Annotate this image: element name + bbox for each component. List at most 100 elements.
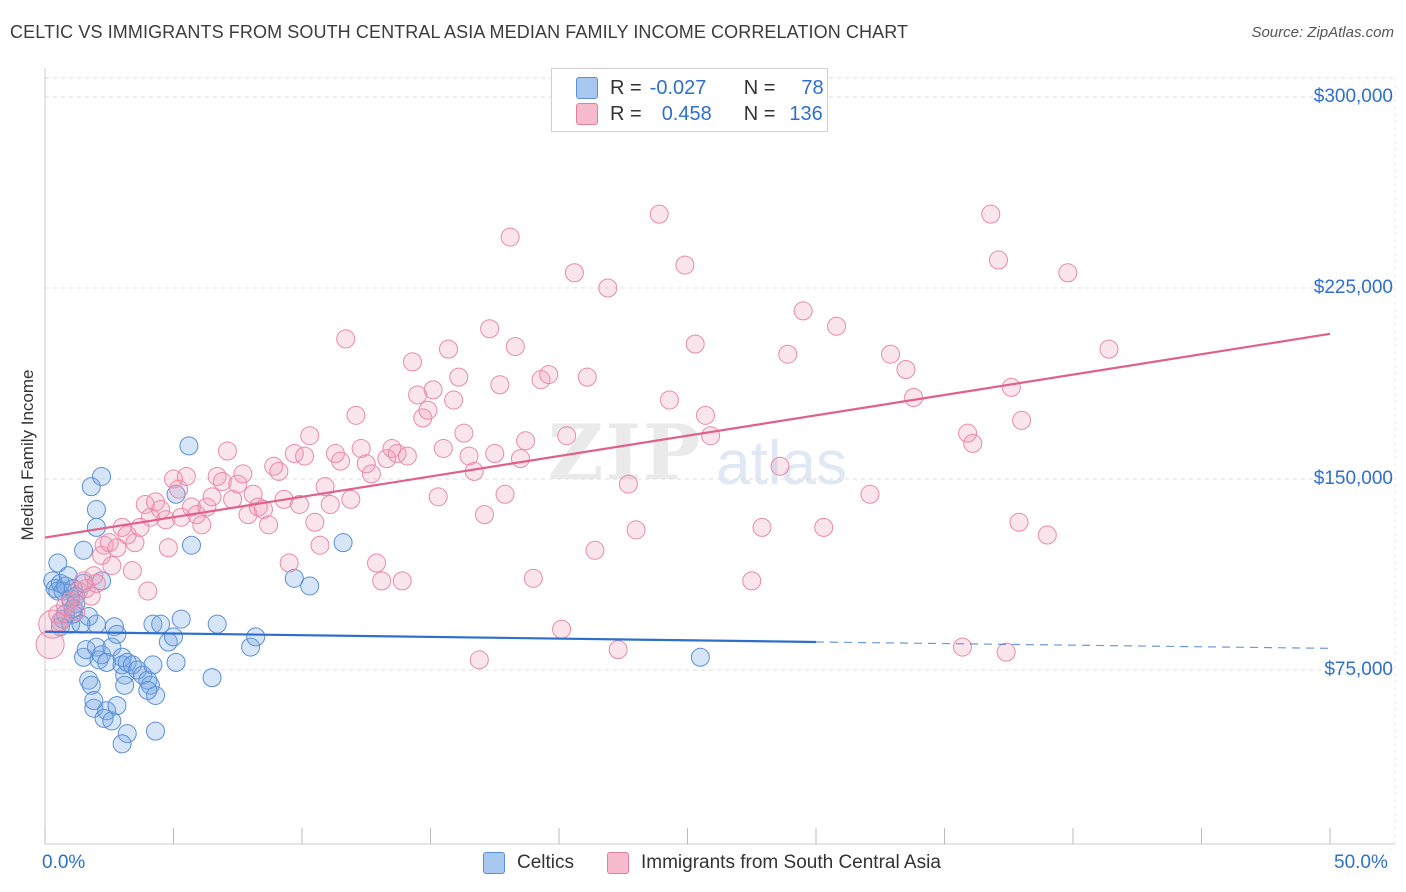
point-celtics	[107, 696, 127, 716]
point-celtics	[94, 708, 114, 728]
point-south-central-asia	[418, 400, 438, 420]
point-celtics	[146, 721, 166, 741]
point-celtics	[112, 655, 132, 675]
legend-swatch-blue	[576, 77, 598, 99]
point-celtics	[166, 484, 186, 504]
point-celtics	[122, 655, 142, 675]
point-celtics	[43, 571, 63, 591]
watermark-zip: ZIP	[548, 408, 703, 497]
point-south-central-asia	[56, 596, 76, 616]
point-south-central-asia	[577, 367, 597, 387]
point-celtics	[171, 609, 191, 629]
point-south-central-asia	[61, 591, 81, 611]
point-south-central-asia	[474, 505, 494, 525]
point-celtics	[207, 614, 227, 634]
point-south-central-asia	[485, 444, 505, 464]
point-south-central-asia	[490, 375, 510, 395]
y-tick-label: $75,000	[1324, 659, 1393, 680]
point-celtics	[63, 599, 83, 619]
point-celtics	[128, 660, 148, 680]
point-south-central-asia	[904, 388, 924, 408]
point-south-central-asia	[243, 484, 263, 504]
point-south-central-asia	[372, 571, 392, 591]
point-south-central-asia	[86, 573, 106, 593]
point-celtics	[104, 617, 124, 637]
source-credit: Source: ZipAtlas.com	[1251, 24, 1394, 41]
trend-line-south-central-asia	[44, 332, 1331, 539]
point-celtics	[107, 624, 127, 644]
point-south-central-asia	[367, 553, 387, 573]
point-south-central-asia	[382, 438, 402, 458]
point-south-central-asia	[361, 464, 381, 484]
point-south-central-asia	[827, 316, 847, 336]
point-south-central-asia	[1099, 339, 1119, 359]
point-celtics	[284, 568, 304, 588]
watermark-atlas: atlas	[716, 428, 847, 499]
point-south-central-asia	[552, 619, 572, 639]
point-celtics	[138, 680, 158, 700]
point-south-central-asia	[269, 461, 289, 481]
point-south-central-asia	[480, 319, 500, 339]
point-south-central-asia	[207, 466, 227, 486]
point-south-central-asia	[598, 278, 618, 298]
point-south-central-asia	[122, 561, 142, 581]
point-south-central-asia	[102, 556, 122, 576]
point-south-central-asia	[84, 566, 104, 586]
point-south-central-asia	[68, 581, 88, 601]
point-south-central-asia	[952, 637, 972, 657]
point-south-central-asia	[192, 515, 212, 535]
point-south-central-asia	[564, 263, 584, 283]
point-south-central-asia	[289, 494, 309, 514]
point-celtics	[92, 466, 112, 486]
point-south-central-asia	[649, 204, 669, 224]
point-south-central-asia	[742, 571, 762, 591]
point-celtics	[79, 607, 99, 627]
point-south-central-asia	[618, 474, 638, 494]
gridlines	[45, 77, 1396, 844]
point-south-central-asia	[300, 426, 320, 446]
legend-r-value: -0.027	[649, 76, 707, 99]
legend-row-south-central-asia: R = 0.458 N = 136	[576, 102, 823, 126]
point-south-central-asia	[958, 423, 978, 443]
point-south-central-asia	[356, 454, 376, 474]
point-south-central-asia	[423, 380, 443, 400]
point-south-central-asia	[585, 540, 605, 560]
point-south-central-asia	[392, 571, 412, 591]
point-south-central-asia	[660, 390, 680, 410]
bottom-legend-celtics: Celtics	[483, 852, 574, 874]
chart-title: CELTIC VS IMMIGRANTS FROM SOUTH CENTRAL …	[10, 22, 909, 42]
bottom-legend-swatch-pink	[607, 852, 629, 874]
celtics-points	[43, 436, 710, 754]
point-south-central-asia	[454, 423, 474, 443]
point-south-central-asia	[539, 365, 559, 385]
point-celtics	[81, 675, 101, 695]
point-south-central-asia	[1009, 512, 1029, 532]
point-south-central-asia	[1037, 525, 1057, 545]
point-south-central-asia	[212, 472, 232, 492]
legend: R = -0.027 N = 78 R = 0.458 N = 136	[551, 68, 828, 132]
trend-line-celtics	[44, 630, 817, 644]
point-south-central-asia	[336, 329, 356, 349]
point-south-central-asia	[217, 441, 237, 461]
point-celtics	[202, 668, 222, 688]
point-celtics	[102, 711, 122, 731]
point-celtics	[97, 701, 117, 721]
point-celtics	[138, 670, 158, 690]
legend-r-label: R =	[610, 102, 642, 125]
point-celtics	[143, 655, 163, 675]
point-celtics	[81, 477, 101, 497]
point-celtics	[690, 647, 710, 667]
point-south-central-asia	[125, 533, 145, 553]
point-south-central-asia	[695, 405, 715, 425]
point-south-central-asia	[81, 586, 101, 606]
point-celtics	[117, 652, 137, 672]
point-south-central-asia	[264, 456, 284, 476]
point-south-central-asia	[315, 477, 335, 497]
point-celtics	[86, 500, 106, 520]
point-south-central-asia	[403, 352, 423, 372]
point-south-central-asia	[608, 640, 628, 660]
point-south-central-asia	[626, 520, 646, 540]
point-south-central-asia	[346, 405, 366, 425]
point-south-central-asia	[814, 517, 834, 537]
